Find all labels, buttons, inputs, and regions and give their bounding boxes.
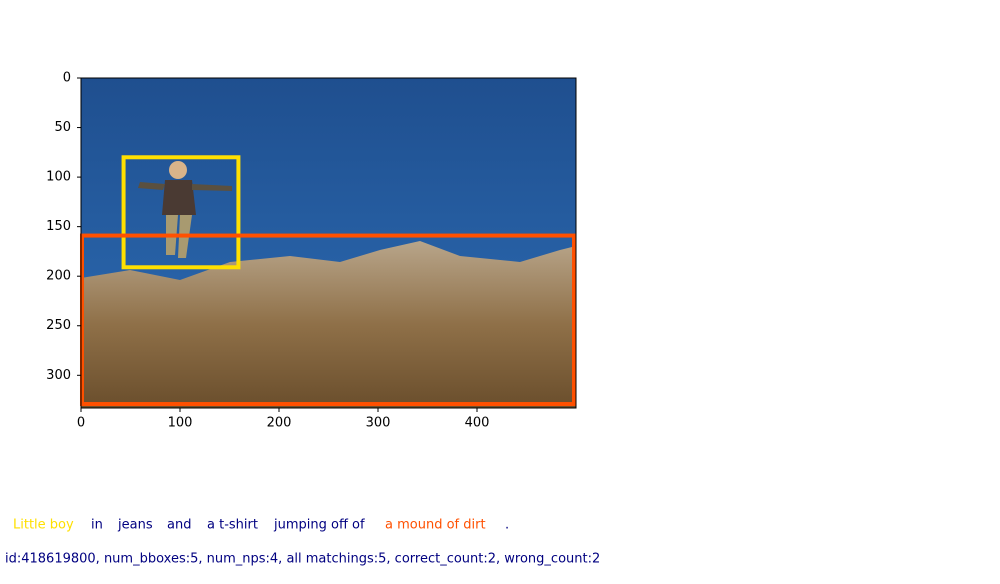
y-tick-label: 150: [46, 219, 71, 234]
caption-phrase: and: [167, 518, 191, 533]
bounding-box: [79, 233, 577, 407]
plot: 0 100 200 300 400 0 50 100 150 200 250 300 Little bo…: [5, 71, 600, 567]
caption-phrase: jeans: [117, 518, 153, 533]
x-tick-label: 300: [366, 416, 391, 431]
caption-phrase: in: [91, 518, 103, 533]
x-tick-label: 200: [267, 416, 292, 431]
x-tick-label: 100: [168, 416, 193, 431]
caption-phrase: jumping off of: [273, 518, 365, 533]
caption-phrase: a mound of dirt: [385, 518, 486, 533]
y-tick-label: 100: [46, 170, 71, 185]
axes-frame: [80, 77, 577, 409]
x-tick-label: 0: [77, 416, 85, 431]
caption-phrase: Little boy: [13, 518, 74, 533]
y-tick-label: 0: [63, 71, 71, 86]
info-line: id:418619800, num_bboxes:5, num_nps:4, a…: [5, 552, 600, 567]
boy: [138, 161, 232, 258]
y-tick-label: 250: [46, 318, 71, 333]
x-tick-label: 400: [465, 416, 490, 431]
y-tick-label: 50: [54, 120, 71, 135]
caption-phrase: a t-shirt: [207, 518, 258, 533]
y-tick-label: 300: [46, 368, 71, 383]
dirt-mound: [81, 241, 576, 408]
y-tick-label: 200: [46, 269, 71, 284]
photo: [81, 78, 576, 408]
caption-phrase: .: [505, 518, 509, 533]
bounding-box: [121, 155, 241, 270]
